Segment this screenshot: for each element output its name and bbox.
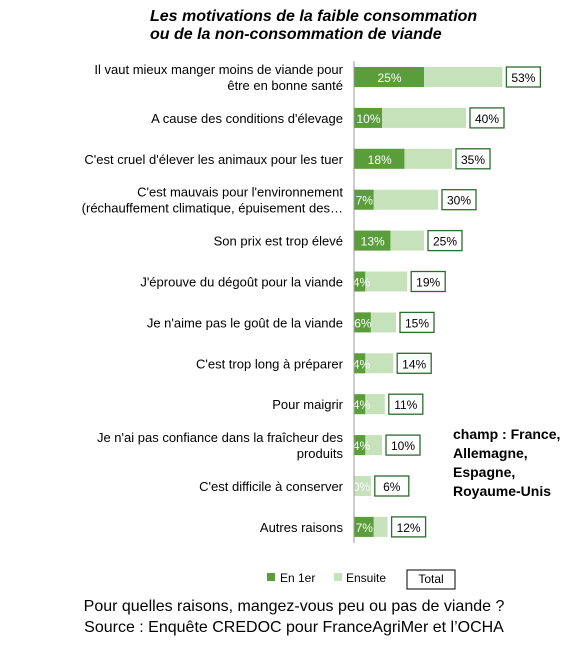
chart-title: Les motivations de la faible consommatio… bbox=[150, 8, 478, 43]
total-label: 53% bbox=[511, 71, 535, 85]
bar-label-en-1er: 7% bbox=[356, 194, 374, 208]
bar-en-1er bbox=[354, 435, 366, 456]
total-box bbox=[390, 516, 427, 538]
total-label: 40% bbox=[475, 112, 499, 126]
total-box bbox=[388, 393, 424, 415]
legend-swatch-total bbox=[406, 569, 456, 590]
total-label: 25% bbox=[433, 235, 457, 249]
bar-label-en-1er: 13% bbox=[361, 235, 385, 249]
bar-ensuite bbox=[354, 476, 371, 496]
bar-ensuite bbox=[354, 189, 438, 210]
total-label: 12% bbox=[397, 521, 421, 535]
total-label: 19% bbox=[416, 276, 440, 290]
category-label: être en bonne santé bbox=[227, 78, 343, 93]
scope-note: champ : France, Allemagne, Espagne, Roya… bbox=[453, 426, 561, 499]
total-box bbox=[441, 189, 477, 211]
bar-label-en-1er: 10% bbox=[356, 112, 380, 126]
category-label: C'est mauvais pour l'environnement bbox=[137, 185, 343, 200]
bar-en-1er bbox=[354, 394, 366, 415]
total-label: 35% bbox=[461, 153, 485, 167]
bar-label-en-1er: 4% bbox=[353, 357, 371, 371]
bar-chart: Il vaut mieux manger moins de viande pou… bbox=[82, 61, 542, 590]
bar-en-1er bbox=[354, 353, 366, 374]
total-box bbox=[399, 311, 435, 334]
bar-en-1er bbox=[354, 148, 405, 169]
total-label: 11% bbox=[394, 398, 417, 412]
category-label: C'est cruel d'élever les animaux pour le… bbox=[84, 152, 343, 167]
total-box bbox=[385, 434, 421, 456]
total-box bbox=[396, 352, 432, 374]
bar-en-1er bbox=[354, 312, 371, 333]
bar-label-en-1er: 18% bbox=[368, 153, 392, 167]
total-box bbox=[374, 475, 410, 497]
total-label: 10% bbox=[391, 439, 415, 453]
bar-label-en-1er: 7% bbox=[356, 521, 374, 535]
legend-label-ensuite: Ensuite bbox=[346, 571, 386, 585]
total-label: 14% bbox=[402, 357, 426, 371]
caption-source: Source : Enquête CREDOC pour FranceAgriM… bbox=[84, 619, 504, 636]
legend-swatch-ensuite bbox=[334, 573, 342, 581]
bar-en-1er bbox=[354, 67, 424, 87]
legend-label-total: Total bbox=[418, 572, 443, 586]
category-label: J'éprouve du dégoût pour la viande bbox=[140, 275, 343, 290]
bar-en-1er bbox=[354, 271, 366, 292]
bar-label-en-1er: 25% bbox=[377, 71, 401, 85]
total-box bbox=[455, 148, 491, 170]
category-label: Autres raisons bbox=[260, 520, 344, 535]
category-label: Je n'aime pas le goût de la viande bbox=[147, 315, 343, 330]
legend-label-en-1er: En 1er bbox=[280, 571, 315, 585]
category-label: Pour maigrir bbox=[272, 397, 343, 412]
total-label: 30% bbox=[447, 194, 471, 208]
caption: Pour quelles raisons, mangez-vous peu ou… bbox=[0, 596, 588, 638]
bar-en-1er bbox=[354, 230, 391, 251]
total-box bbox=[505, 66, 542, 88]
category-label: produits bbox=[297, 446, 344, 461]
category-label: (réchauffement climatique, épuisement de… bbox=[82, 201, 343, 216]
legend-swatch-en-1er bbox=[267, 573, 275, 581]
bar-en-1er bbox=[354, 107, 382, 128]
bar-label-en-1er: 0% bbox=[353, 480, 371, 494]
bar-label-en-1er: 4% bbox=[353, 439, 371, 453]
total-box bbox=[410, 270, 446, 293]
category-label: Il vaut mieux manger moins de viande pou… bbox=[94, 62, 343, 77]
category-label: Je n'ai pas confiance dans la fraîcheur … bbox=[97, 430, 344, 445]
caption-question: Pour quelles raisons, mangez-vous peu ou… bbox=[83, 598, 505, 615]
total-label: 6% bbox=[383, 480, 401, 494]
category-label: Son prix est trop élevé bbox=[214, 234, 343, 249]
bar-label-en-1er: 4% bbox=[353, 276, 371, 290]
total-box bbox=[469, 107, 505, 129]
category-label: C'est difficile à conserver bbox=[199, 479, 344, 494]
category-label: A cause des conditions d'élevage bbox=[151, 111, 343, 126]
bar-en-1er bbox=[354, 189, 374, 210]
total-label: 15% bbox=[405, 316, 429, 330]
total-box bbox=[427, 229, 463, 252]
category-label: C'est trop long à préparer bbox=[196, 356, 344, 371]
bar-en-1er bbox=[354, 516, 374, 537]
bar-ensuite bbox=[354, 271, 408, 292]
bar-label-en-1er: 6% bbox=[354, 316, 372, 330]
bar-label-en-1er: 4% bbox=[353, 398, 371, 412]
